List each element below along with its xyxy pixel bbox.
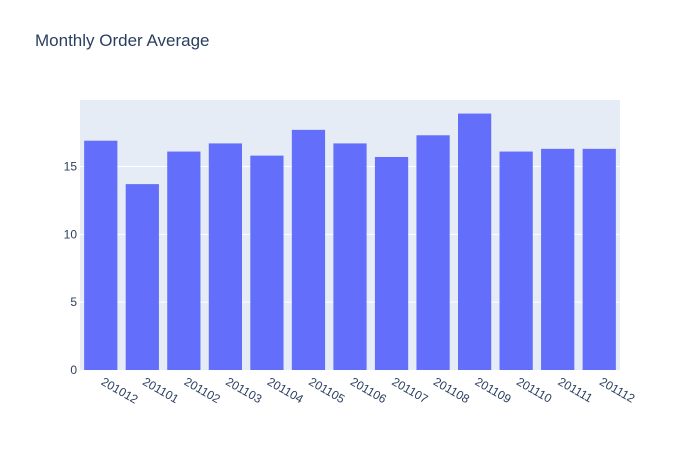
chart-title: Monthly Order Average	[35, 31, 210, 50]
bar	[250, 155, 284, 370]
y-tick-label: 10	[64, 227, 78, 241]
x-tick-label: 201111	[556, 374, 596, 405]
x-tick-label: 201109	[473, 374, 514, 406]
x-tick-label: 201105	[306, 374, 347, 406]
bar	[125, 184, 159, 370]
x-tick-label: 201104	[265, 374, 306, 406]
bar	[541, 148, 575, 370]
y-tick-label: 0	[70, 363, 77, 377]
bar	[291, 129, 326, 370]
x-tick-label: 201106	[348, 374, 389, 406]
bar	[374, 156, 409, 370]
x-tick-label: 201110	[514, 374, 554, 405]
bar	[458, 113, 492, 370]
bar	[84, 140, 118, 370]
y-tick-label: 15	[64, 159, 78, 173]
bar	[416, 135, 450, 370]
bar	[167, 151, 201, 370]
x-tick-label: 201101	[140, 374, 181, 406]
x-tick-label: 201108	[431, 374, 472, 406]
x-tick-label: 201112	[597, 374, 637, 405]
y-tick-label: 5	[70, 295, 77, 309]
x-tick-label: 201012	[99, 374, 141, 406]
x-tick-label: 201102	[182, 374, 223, 406]
bar	[499, 151, 533, 370]
bar	[208, 143, 242, 370]
bar	[333, 143, 367, 370]
x-tick-label: 201103	[223, 374, 264, 406]
bar	[582, 148, 616, 370]
x-tick-label: 201107	[390, 374, 431, 406]
